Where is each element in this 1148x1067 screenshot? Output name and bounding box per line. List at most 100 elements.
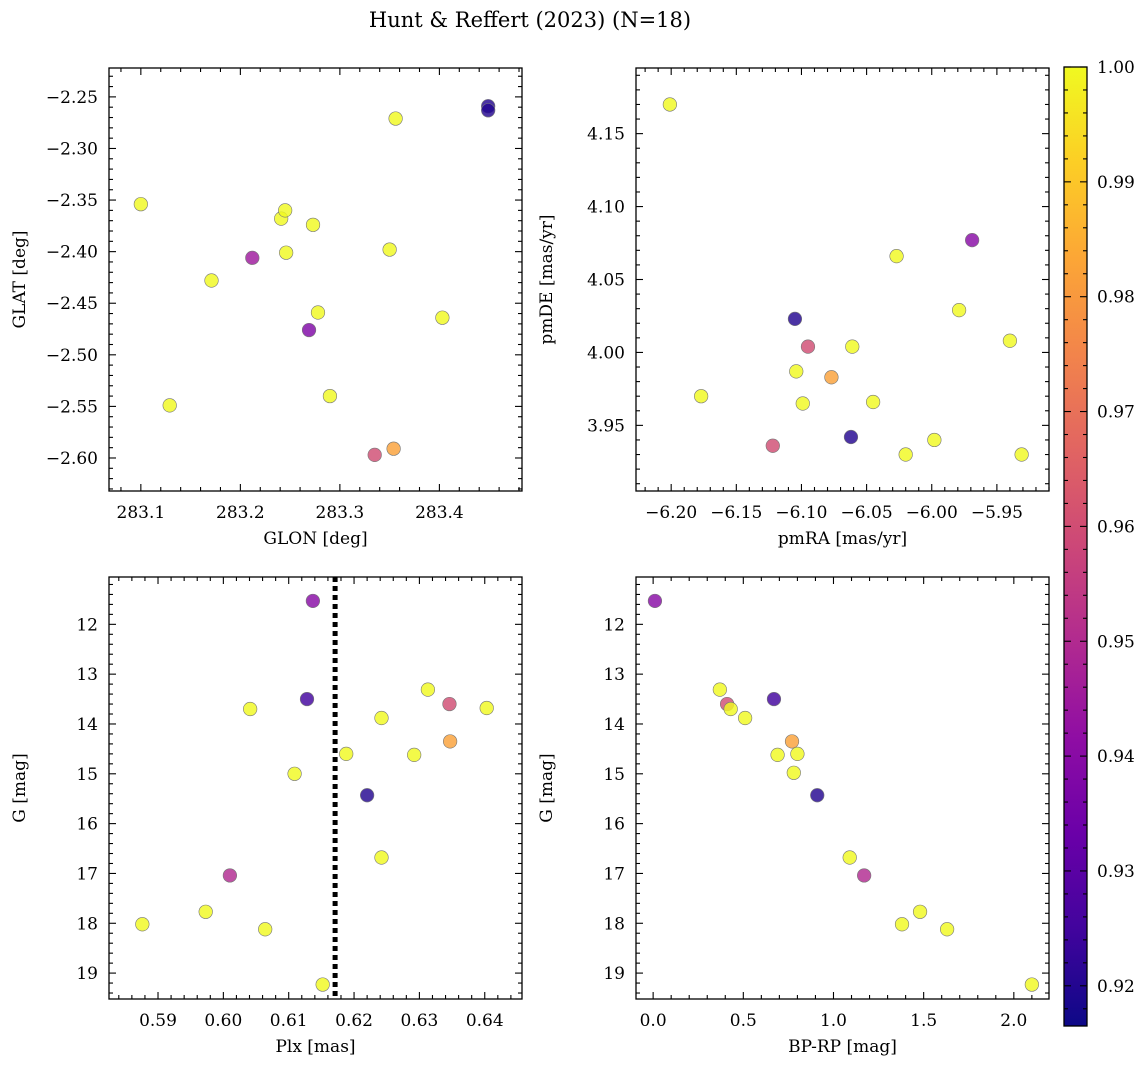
y-axis-label: pmDE [mas/yr] (537, 214, 557, 344)
colorbar-tick-label: 0.98 (1097, 288, 1135, 308)
scatter-point (842, 850, 857, 865)
scatter-point (360, 788, 375, 803)
panel-glon-glat: 283.1 283.2 283.3 283.4 −2.25 −2.30 −2.35 −2.40… (10, 67, 523, 549)
scatter-point (287, 766, 302, 781)
y-tick-label: 14 (603, 715, 625, 735)
scatter-point (662, 97, 677, 112)
scatter-points (135, 593, 494, 992)
scatter-point (198, 904, 213, 919)
y-axis-label: G [mag] (537, 753, 557, 822)
colorbar-gradient (1063, 66, 1088, 1027)
y-tick-label: 14 (76, 715, 98, 735)
y-tick-label: −2.35 (46, 191, 98, 211)
x-tick-label: 0.64 (466, 1011, 504, 1031)
scatter-point (1002, 333, 1018, 348)
y-tick-label: 4.15 (587, 125, 625, 145)
scatter-point (912, 904, 928, 919)
y-tick-label: 4.00 (587, 343, 625, 363)
scatter-point (784, 734, 800, 749)
scatter-point (790, 746, 805, 761)
y-tick-label: −2.30 (46, 139, 98, 159)
scatter-point (374, 850, 389, 865)
y-tick-label: 4.05 (587, 271, 625, 291)
x-tick-label: −6.05 (841, 503, 893, 523)
x-tick-label: 0.0 (640, 1011, 667, 1031)
axes-frame (635, 67, 1050, 492)
x-axis-label: pmRA [mas/yr] (778, 529, 907, 549)
scatter-point (800, 339, 816, 354)
scatter-point (315, 977, 330, 992)
scatter-point (204, 273, 219, 288)
axes-frame (108, 576, 523, 1000)
axis-ticks (636, 577, 1049, 999)
colorbar-tick-label: 0.94 (1097, 747, 1135, 767)
y-axis-label: GLAT [deg] (10, 230, 30, 328)
x-tick-label: 283.2 (216, 503, 265, 523)
x-tick-label: 0.5 (730, 1011, 757, 1031)
colorbar-tick-label: 0.96 (1097, 517, 1135, 537)
x-tick-label: 283.4 (415, 503, 464, 523)
y-tick-label: 13 (76, 665, 98, 685)
y-tick-label: −2.25 (46, 88, 98, 108)
x-tick-label: 0.62 (335, 1011, 373, 1031)
scatter-point (824, 370, 839, 385)
scatter-point (786, 765, 801, 780)
x-tick-label: −5.95 (971, 503, 1023, 523)
y-tick-label: 3.95 (587, 416, 625, 436)
scatter-point (770, 747, 785, 762)
scatter-point (866, 394, 881, 410)
axis-ticks (109, 68, 522, 491)
y-tick-label: 17 (76, 864, 98, 884)
y-tick-label: 19 (76, 964, 98, 984)
scatter-point (712, 682, 727, 697)
colorbar-tick-label: 0.97 (1097, 403, 1135, 423)
x-axis-label: BP-RP [mag] (788, 1037, 897, 1057)
y-tick-label: 19 (603, 964, 625, 984)
scatter-point (765, 438, 780, 453)
x-tick-label: 0.61 (270, 1011, 308, 1031)
scatter-point (694, 389, 709, 404)
x-tick-label: 1.0 (820, 1011, 847, 1031)
scatter-point (305, 593, 320, 609)
y-tick-label: 16 (603, 815, 625, 835)
colorbar: 0.92 0.93 0.94 0.95 0.96 0.97 0.98 0.99 1.00 (1063, 58, 1135, 1027)
scatter-point (940, 922, 955, 937)
scatter-point (723, 701, 738, 717)
y-tick-label: 12 (76, 615, 98, 635)
y-tick-label: 4.10 (587, 198, 625, 218)
scatter-point (279, 245, 294, 260)
scatter-point (388, 111, 403, 126)
scatter-point (299, 691, 315, 707)
scatter-point (857, 868, 872, 883)
panel-pmra-pmde: −6.20 −6.15 −6.10 −6.05 −6.00 −5.95 4.15 4.10 4.… (537, 67, 1050, 549)
x-tick-label: −6.00 (906, 503, 958, 523)
x-axis-label: Plx [mas] (275, 1037, 355, 1057)
scatter-point (1024, 977, 1039, 992)
colorbar-tick-label: 0.93 (1097, 862, 1135, 882)
x-tick-label: −6.15 (710, 503, 762, 523)
scatter-point (278, 203, 293, 218)
y-tick-label: −2.40 (46, 243, 98, 263)
axis-ticks (109, 577, 522, 999)
x-tick-label: 1.5 (910, 1011, 937, 1031)
scatter-point (898, 447, 913, 462)
x-axis-label: GLON [deg] (263, 529, 367, 549)
x-tick-label: −6.20 (645, 503, 697, 523)
scatter-points (133, 99, 496, 462)
axes-frame (108, 67, 523, 492)
colorbar-tick-label: 0.99 (1097, 173, 1135, 193)
x-tick-label: 0.59 (139, 1011, 177, 1031)
axis-ticks (636, 68, 1050, 491)
y-tick-label: 12 (603, 615, 625, 635)
panel-bprp-g: 0.0 0.5 1.0 1.5 2.0 12 13 14 15 16 17 18 19 BP-RP [ma… (537, 576, 1050, 1057)
y-tick-label: 17 (603, 864, 625, 884)
scatter-point (367, 447, 382, 462)
colorbar-tick-label: 0.92 (1097, 977, 1135, 997)
y-tick-label: −2.60 (46, 449, 98, 469)
scatter-point (789, 364, 804, 379)
scatter-point (339, 746, 354, 761)
scatter-point (927, 432, 942, 448)
scatter-point (382, 242, 397, 257)
scatter-point (133, 197, 148, 212)
